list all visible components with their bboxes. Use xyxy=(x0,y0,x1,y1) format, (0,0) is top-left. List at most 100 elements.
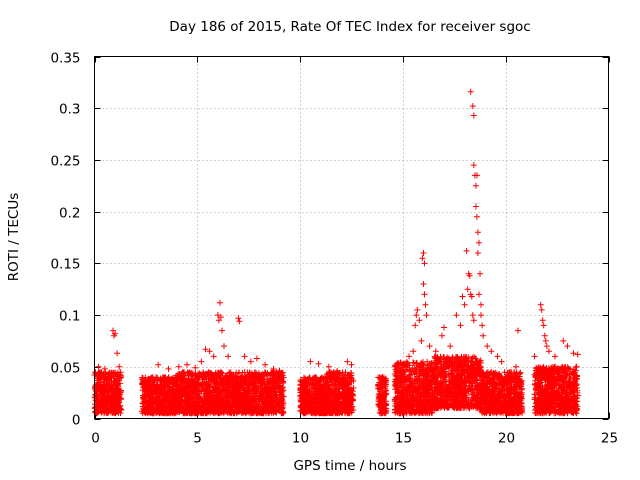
data-point xyxy=(163,405,170,412)
data-point xyxy=(168,400,175,407)
data-point xyxy=(113,372,120,379)
data-point xyxy=(103,409,110,416)
data-point xyxy=(189,385,196,392)
data-point xyxy=(181,406,188,413)
data-point xyxy=(205,384,212,391)
data-point xyxy=(115,396,122,403)
data-point xyxy=(147,400,153,407)
data-point xyxy=(104,371,111,378)
data-point xyxy=(117,380,123,387)
data-point xyxy=(150,388,157,395)
data-point xyxy=(177,407,184,414)
data-point xyxy=(144,385,151,391)
data-point xyxy=(104,396,111,403)
data-point xyxy=(185,404,192,411)
data-point xyxy=(204,403,211,410)
data-point xyxy=(113,389,120,396)
data-point xyxy=(182,390,189,397)
data-point xyxy=(195,379,202,386)
data-point xyxy=(144,377,151,384)
data-point xyxy=(253,369,260,376)
data-point xyxy=(174,386,181,393)
data-point xyxy=(96,383,102,390)
data-point xyxy=(193,375,200,382)
data-point xyxy=(208,377,215,384)
data-point xyxy=(150,398,157,405)
data-point xyxy=(139,374,146,381)
data-point xyxy=(139,387,146,394)
data-point xyxy=(197,395,204,402)
data-point xyxy=(271,388,278,395)
data-point xyxy=(251,398,258,405)
data-point xyxy=(112,369,119,376)
data-point xyxy=(111,389,118,396)
data-point xyxy=(168,379,175,385)
data-point xyxy=(186,392,193,399)
data-point xyxy=(158,389,164,396)
data-point xyxy=(211,393,218,400)
data-point xyxy=(187,371,194,378)
data-point xyxy=(183,384,190,391)
data-point xyxy=(174,373,181,380)
data-point xyxy=(226,370,233,376)
data-point xyxy=(144,393,151,399)
data-point xyxy=(194,376,201,383)
data-point xyxy=(181,372,187,379)
data-point xyxy=(170,410,177,417)
data-point xyxy=(175,378,181,385)
data-point xyxy=(112,378,119,384)
data-point xyxy=(176,401,183,408)
data-point xyxy=(106,399,113,406)
data-point xyxy=(148,403,155,410)
data-point xyxy=(166,380,173,387)
data-point xyxy=(114,407,121,414)
data-point xyxy=(160,392,167,399)
data-point xyxy=(220,385,227,392)
data-point xyxy=(209,371,216,378)
data-point xyxy=(252,380,258,387)
data-point xyxy=(166,406,173,413)
grid-lines xyxy=(94,56,609,419)
data-point xyxy=(224,382,231,389)
data-point xyxy=(97,374,104,381)
data-point xyxy=(199,398,206,405)
data-point xyxy=(175,396,182,403)
data-point xyxy=(207,388,214,395)
data-points xyxy=(91,88,581,417)
data-point xyxy=(154,377,161,384)
data-point xyxy=(100,378,107,385)
data-point xyxy=(203,406,209,413)
data-point xyxy=(194,405,201,412)
data-point xyxy=(106,377,112,384)
data-point xyxy=(192,381,199,388)
data-point xyxy=(117,406,124,413)
data-point xyxy=(153,403,160,410)
data-point xyxy=(179,392,186,399)
data-point xyxy=(248,379,255,386)
data-point xyxy=(105,392,112,399)
data-point xyxy=(188,393,195,400)
data-point xyxy=(195,409,202,416)
data-point xyxy=(118,387,124,394)
data-point xyxy=(102,405,109,412)
data-point xyxy=(199,380,206,387)
data-point xyxy=(158,398,165,405)
data-point xyxy=(94,371,101,378)
data-point xyxy=(112,385,119,392)
data-point xyxy=(144,378,150,385)
data-point xyxy=(153,384,160,391)
data-point xyxy=(92,394,99,401)
data-point xyxy=(155,397,162,404)
data-point xyxy=(205,400,212,407)
data-point xyxy=(201,398,208,405)
data-point xyxy=(142,408,149,415)
data-point xyxy=(189,403,196,410)
data-point xyxy=(157,407,164,414)
data-point xyxy=(107,386,114,393)
data-point xyxy=(94,408,101,415)
data-point xyxy=(196,373,203,380)
data-point xyxy=(208,396,214,403)
data-point xyxy=(160,382,167,389)
data-point xyxy=(139,400,146,407)
